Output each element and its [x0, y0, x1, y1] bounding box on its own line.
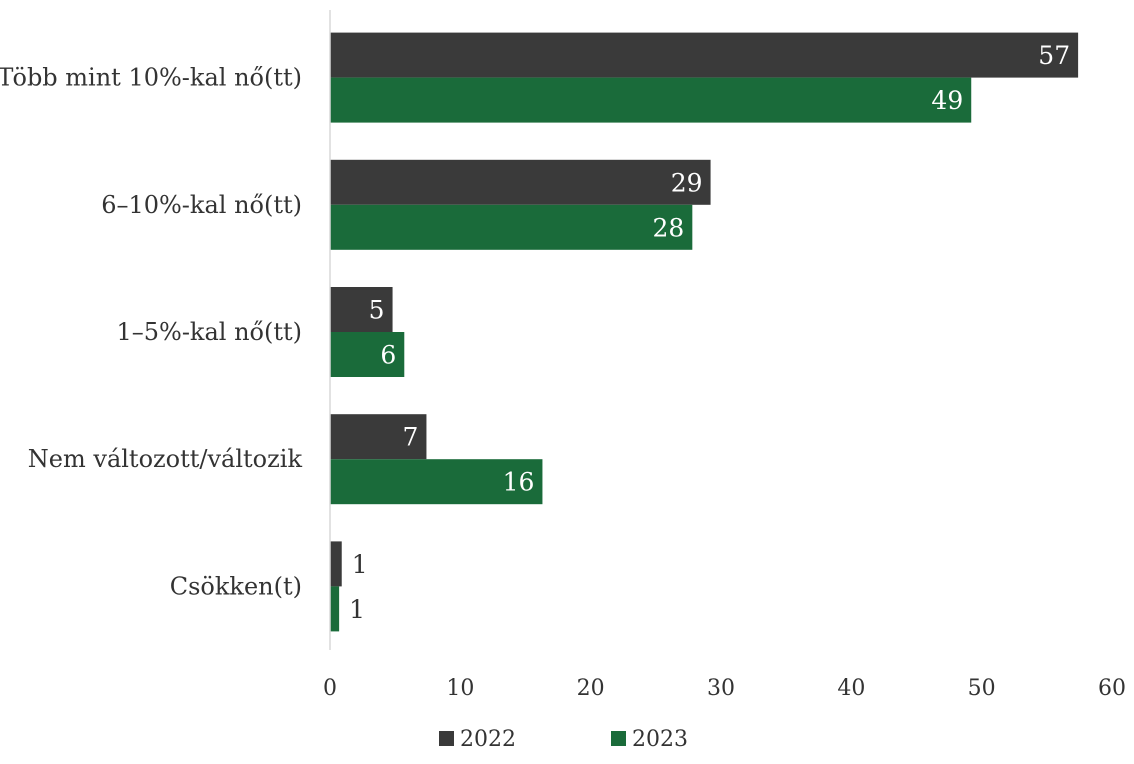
bars-layer [330, 32, 1079, 632]
legend-label-2022: 2022 [460, 727, 516, 752]
bar-2023-4 [330, 586, 340, 632]
category-label-0: Több mint 10%-kal nő(tt) [0, 64, 302, 92]
x-tick-label-2: 20 [577, 676, 605, 701]
bar-2023-1 [330, 204, 693, 250]
data-labels-layer: 57 49 29 28 5 6 7 16 1 1 [349, 41, 1070, 624]
legend-label-2023: 2023 [632, 727, 688, 752]
bar-2022-1 [330, 159, 711, 205]
bar-2022-3 [330, 414, 427, 460]
legend-swatch-2022 [439, 731, 454, 746]
legend: 2022 2023 [439, 727, 688, 752]
data-label-2022-3: 7 [403, 423, 419, 452]
x-tick-label-3: 30 [707, 676, 735, 701]
category-label-4: Csökken(t) [170, 572, 302, 600]
x-tick-label-5: 50 [968, 676, 996, 701]
data-label-2023-0: 49 [931, 86, 963, 115]
bar-2023-3 [330, 459, 543, 505]
bar-2023-0 [330, 77, 972, 123]
x-tick-label-0: 0 [323, 676, 337, 701]
data-label-2023-3: 16 [503, 468, 535, 497]
data-label-2022-1: 29 [671, 168, 703, 197]
bar-2022-4 [330, 541, 342, 587]
data-label-2023-4: 1 [349, 595, 365, 624]
category-label-2: 1–5%-kal nő(tt) [116, 318, 302, 346]
bar-2023-2 [330, 332, 405, 377]
data-label-2022-4: 1 [352, 550, 368, 579]
x-tick-label-1: 10 [446, 676, 474, 701]
data-label-2022-0: 57 [1038, 41, 1070, 70]
data-label-2023-2: 6 [380, 341, 396, 370]
x-tick-label-4: 40 [837, 676, 865, 701]
legend-swatch-2023 [611, 731, 626, 746]
category-label-3: Nem változott/változik [28, 445, 303, 473]
data-label-2023-1: 28 [653, 213, 685, 242]
x-tick-label-6: 60 [1098, 676, 1126, 701]
category-label-1: 6–10%-kal nő(tt) [101, 191, 302, 219]
bar-2022-0 [330, 32, 1079, 78]
bar-2022-2 [330, 287, 393, 332]
data-label-2022-2: 5 [369, 296, 385, 325]
axes: Több mint 10%-kal nő(tt) 6–10%-kal nő(tt)… [0, 10, 1126, 701]
